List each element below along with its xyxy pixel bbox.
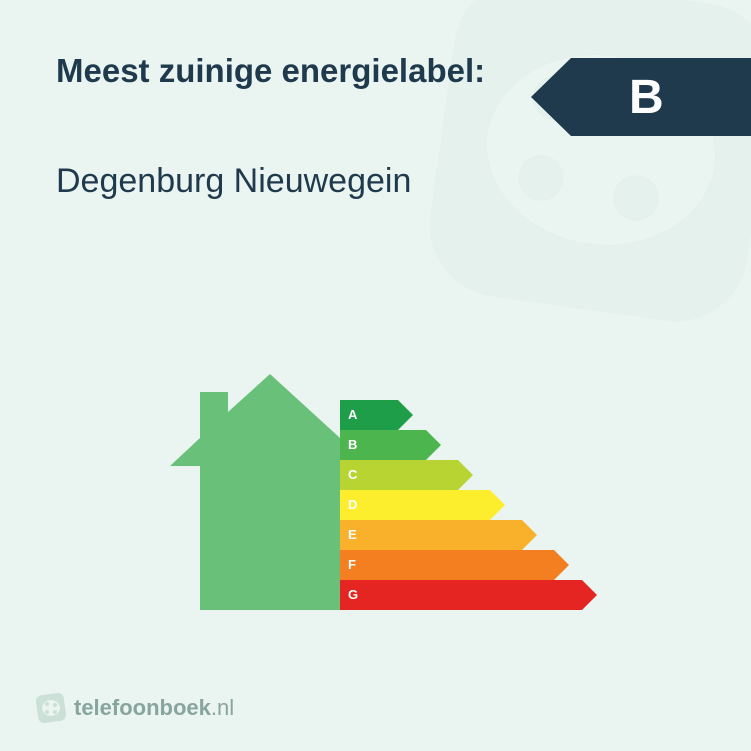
bar-letter: G [348, 580, 358, 610]
location-subtitle: Degenburg Nieuwegein [56, 162, 411, 201]
house-shape [170, 374, 340, 610]
energy-bar-f: F [340, 550, 597, 580]
energy-bar-d: D [340, 490, 597, 520]
selected-letter: B [629, 71, 664, 124]
footer-logo: telefoonboek.nl [36, 693, 234, 723]
footer-brand: telefoonboek.nl [74, 695, 234, 721]
selected-label-tag: B [531, 58, 751, 136]
page-title: Meest zuinige energielabel: [56, 52, 485, 90]
energy-label-chart: ABCDEFG [170, 358, 730, 668]
bar-letter: E [348, 520, 357, 550]
energy-bar-a: A [340, 400, 597, 430]
footer-icon [36, 693, 66, 723]
energy-bars: ABCDEFG [340, 400, 597, 610]
energy-bar-b: B [340, 430, 597, 460]
energy-bar-c: C [340, 460, 597, 490]
bar-letter: F [348, 550, 356, 580]
energy-bar-e: E [340, 520, 597, 550]
bar-letter: D [348, 490, 357, 520]
bar-letter: B [348, 430, 357, 460]
house-icon [170, 358, 340, 618]
bar-letter: A [348, 400, 357, 430]
energy-bar-g: G [340, 580, 597, 610]
bar-letter: C [348, 460, 357, 490]
